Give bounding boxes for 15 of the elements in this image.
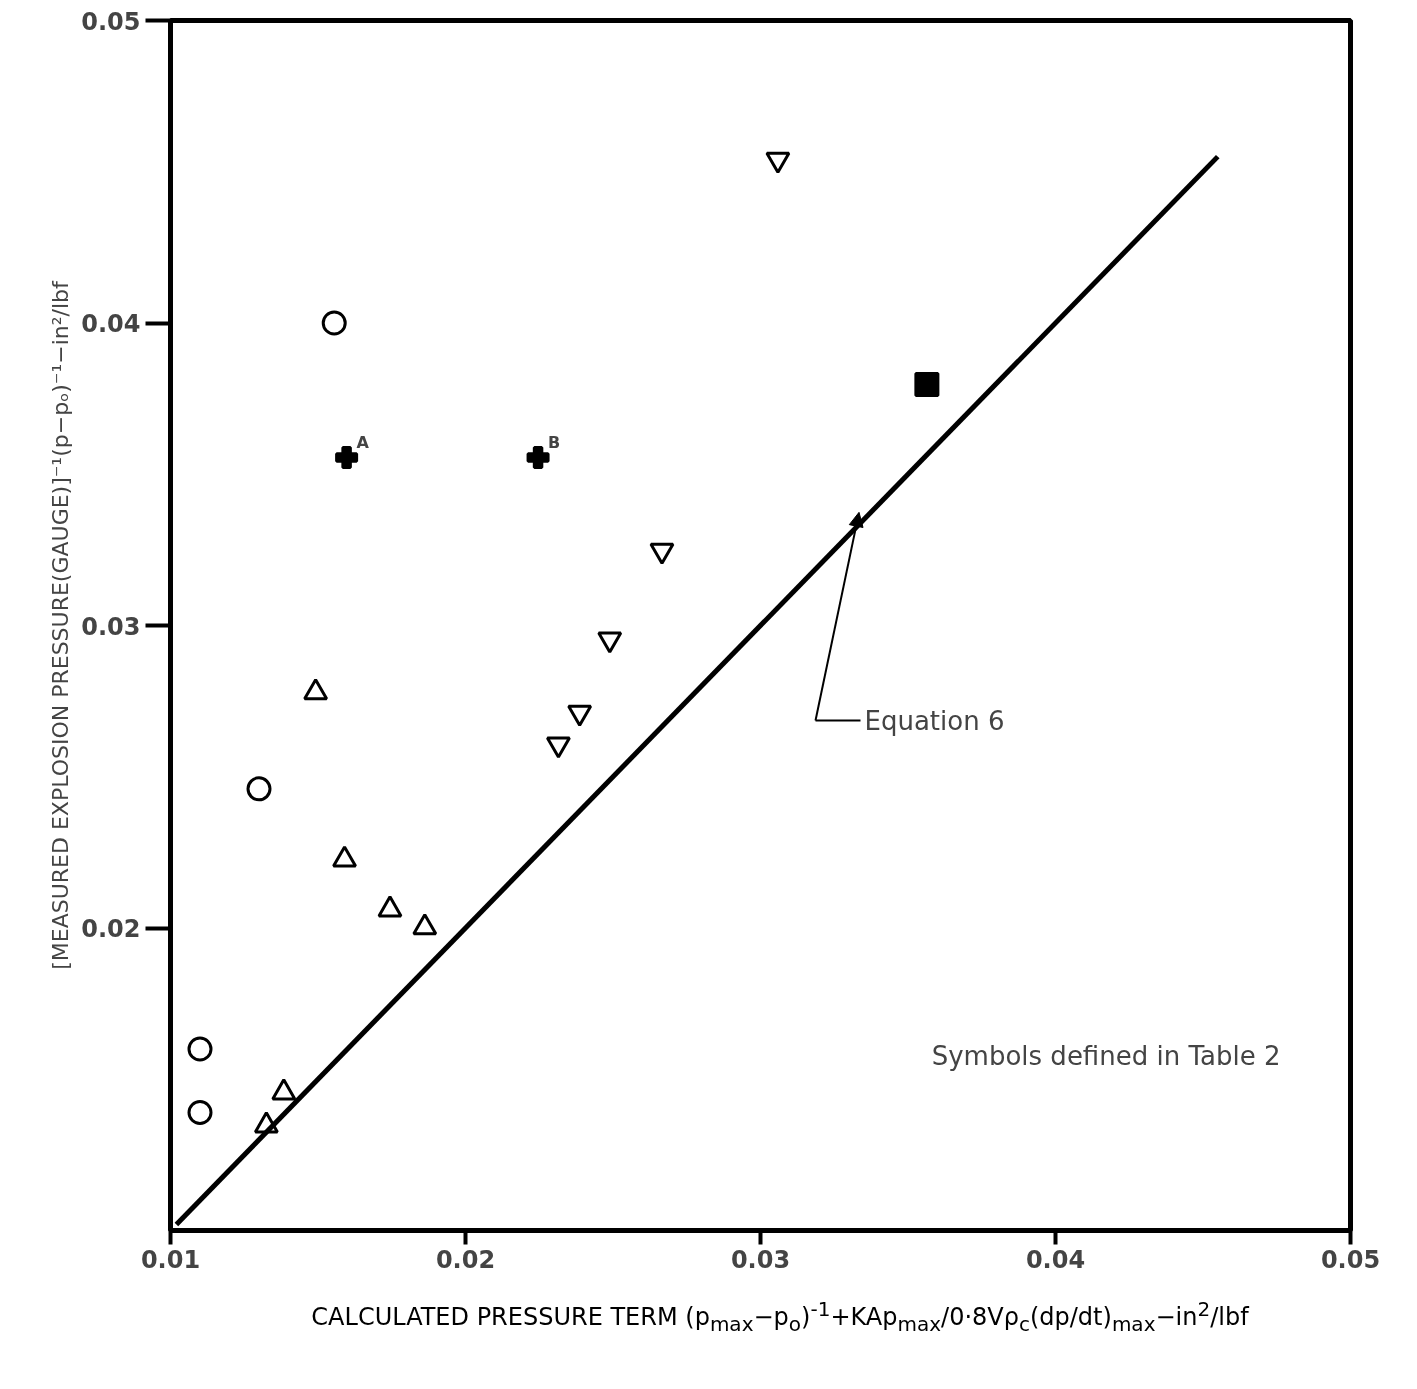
x-tick-label: 0.01 bbox=[140, 1245, 201, 1274]
x-tick-label: 0.02 bbox=[435, 1245, 496, 1274]
annotation: B bbox=[548, 432, 561, 452]
y-axis-title: [MEASURED EXPLOSION PRESSURE(GAUGE)]⁻¹(p−pₒ)⁻¹−in²/lbf bbox=[48, 279, 74, 970]
text: CALCULATED PRESSURE TERM (p$_{max}$−p$_{o}$)$^{-1}$+KAp$_{max}$/0·8Vρ$_{c}$(dp/dt)$_{max}$−in$^{2}$/lbf bbox=[311, 1297, 1249, 1336]
x-tick-label: 0.03 bbox=[730, 1245, 791, 1274]
y-tick-label: 0.04 bbox=[81, 310, 141, 338]
x-tick-label: 0.04 bbox=[1025, 1245, 1086, 1274]
x-tick-label: 0.05 bbox=[1320, 1245, 1381, 1274]
y-tick-label: 0.05 bbox=[81, 7, 141, 36]
annotation: Symbols defined in Table 2 bbox=[931, 1040, 1281, 1071]
annotation: A bbox=[356, 432, 370, 452]
annotation: Equation 6 bbox=[864, 705, 1005, 736]
y-tick-label: 0.03 bbox=[81, 612, 141, 641]
y-tick-label: 0.02 bbox=[81, 915, 141, 943]
